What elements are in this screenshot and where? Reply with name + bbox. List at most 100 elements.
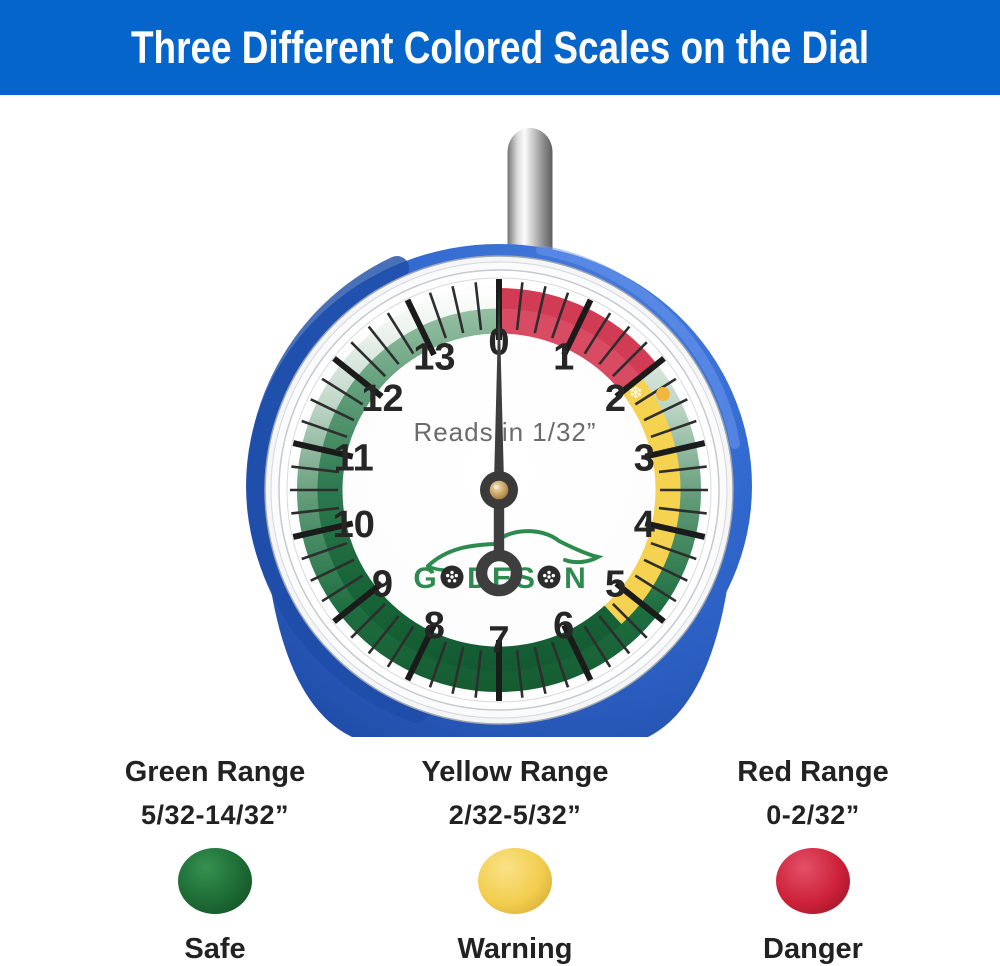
legend-range: 5/32-14/32”: [140, 800, 290, 830]
tick-minor: [451, 285, 465, 334]
plunger-pin: [507, 128, 553, 272]
tick-major: [292, 440, 354, 460]
tick-minor: [533, 285, 547, 334]
tick-minor: [658, 465, 707, 474]
tick-major: [404, 298, 437, 357]
tick-minor: [428, 641, 448, 688]
tick-minor: [658, 506, 707, 515]
legend-title: Green Range: [124, 756, 306, 788]
tick-major: [292, 520, 354, 540]
dial-number: 12: [361, 378, 403, 420]
winter-dot-marker: [655, 387, 670, 402]
reads-label: Reads in 1/32”: [413, 417, 596, 447]
tick-minor: [598, 325, 631, 365]
legend-title: Yellow Range: [421, 756, 609, 788]
scale-markers: ❄: [629, 384, 670, 403]
brand-letter: N: [564, 562, 586, 595]
legend-range: 2/32-5/32”: [448, 800, 582, 830]
green-dot-icon: [178, 848, 252, 914]
tick-minor: [611, 602, 648, 639]
dial-number: 7: [488, 620, 509, 662]
tick-minor: [515, 649, 524, 698]
tick-minor: [428, 292, 448, 339]
dial-numbers: 012345678910111213: [333, 322, 655, 662]
dial-number: 13: [413, 336, 455, 378]
tick-minor: [643, 398, 688, 422]
dial-number: 4: [634, 504, 655, 546]
tick-minor: [301, 419, 348, 439]
header-banner: Three Different Colored Scales on the Di…: [0, 0, 1000, 95]
legend: Green Range 5/32-14/32” Safe Yellow Rang…: [0, 756, 1000, 965]
dial-number: 2: [605, 378, 626, 420]
dial-number: 10: [333, 504, 375, 546]
needle: [475, 287, 523, 597]
tick-minor: [291, 506, 340, 515]
tick-minor: [474, 649, 483, 698]
dial-number: 6: [553, 605, 574, 647]
tick-major: [404, 623, 437, 682]
tick-major: [561, 298, 594, 357]
dial-number: 1: [553, 336, 574, 378]
tick-minor: [583, 312, 612, 355]
tick-minor: [533, 646, 547, 695]
red-dot-icon: [776, 848, 850, 914]
legend-item-yellow: Yellow Range 2/32-5/32” Warning: [355, 756, 675, 966]
needle-hub: [480, 471, 518, 509]
tick-minor: [611, 341, 648, 378]
dial-number: 11: [334, 438, 374, 480]
legend-item-red: Red Range 0-2/32” Danger: [658, 756, 968, 966]
tick-minor: [291, 465, 340, 474]
tick-minor: [598, 615, 631, 655]
tick-minor: [643, 558, 688, 582]
tick-minor: [301, 541, 348, 561]
tick-minor: [321, 377, 364, 406]
tick-marks: [290, 279, 708, 701]
dial-number: 9: [372, 564, 393, 606]
tick-minor: [310, 398, 355, 422]
brand-letter: G: [413, 562, 436, 595]
tick-major: [644, 520, 706, 540]
tick-minor: [350, 602, 387, 639]
legend-item-green: Green Range 5/32-14/32” Safe: [55, 756, 375, 966]
tick-major: [614, 356, 666, 399]
tick-major: [614, 581, 666, 624]
tick-minor: [634, 377, 677, 406]
tick-major: [644, 440, 706, 460]
legend-status: Danger: [763, 933, 863, 965]
tick-minor: [350, 341, 387, 378]
tick-minor: [367, 615, 400, 655]
tick-major: [332, 356, 384, 399]
tick-major: [332, 581, 384, 624]
needle-counterweight-ring: [475, 549, 523, 597]
legend-status: Safe: [184, 933, 246, 965]
dial-number: 5: [605, 564, 626, 606]
tick-minor: [386, 625, 415, 668]
tick-minor: [583, 625, 612, 668]
band-green-inner: [317, 308, 622, 672]
car-outline-icon: [426, 529, 604, 568]
legend-title: Red Range: [737, 756, 889, 788]
tick-minor: [515, 282, 524, 331]
tick-minor: [650, 419, 697, 439]
tick-minor: [451, 646, 465, 695]
dial-number: 8: [424, 605, 445, 647]
tick-minor: [550, 641, 570, 688]
body-highlight: [536, 245, 740, 449]
tick-minor: [474, 282, 483, 331]
yellow-dot-icon: [478, 848, 552, 914]
tick-minor: [650, 541, 697, 561]
legend-status: Warning: [457, 933, 573, 965]
legend-range: 0-2/32”: [766, 800, 860, 830]
tick-minor: [386, 312, 415, 355]
body-shadow-crescent: [246, 256, 429, 723]
tick-minor: [634, 574, 677, 603]
snowflake-icon: ❄: [629, 384, 643, 403]
banner-title: Three Different Colored Scales on the Di…: [130, 21, 870, 73]
tick-minor: [367, 325, 400, 365]
tick-minor: [321, 574, 364, 603]
tick-minor: [550, 292, 570, 339]
dial-number: 3: [634, 438, 655, 480]
tick-major: [561, 623, 594, 682]
tick-minor: [310, 558, 355, 582]
